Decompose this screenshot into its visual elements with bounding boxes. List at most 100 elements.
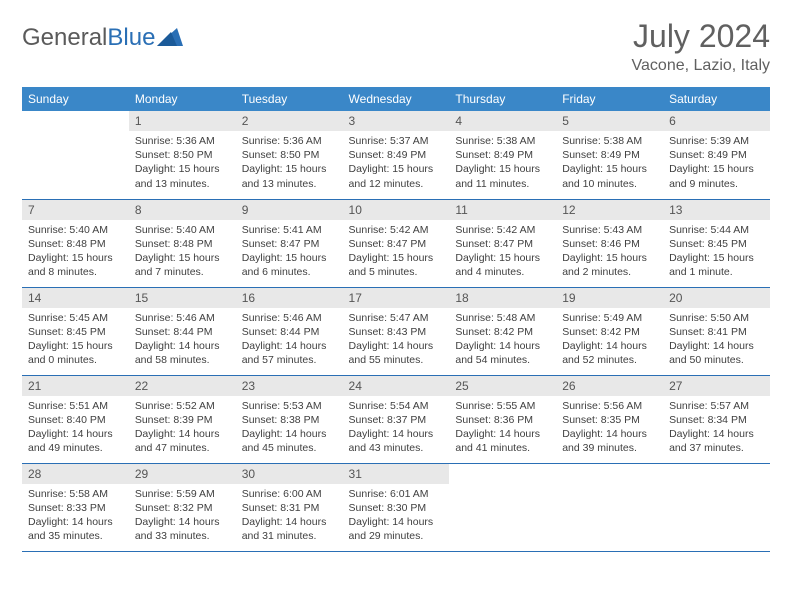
- sunrise-text: Sunrise: 5:39 AM: [669, 134, 764, 148]
- day-number: 26: [556, 376, 663, 396]
- calendar-day-cell: [449, 463, 556, 551]
- daylight-text-1: Daylight: 15 hours: [669, 251, 764, 265]
- sunrise-text: Sunrise: 5:42 AM: [455, 223, 550, 237]
- daylight-text-1: Daylight: 15 hours: [562, 251, 657, 265]
- sunset-text: Sunset: 8:41 PM: [669, 325, 764, 339]
- sunset-text: Sunset: 8:47 PM: [455, 237, 550, 251]
- day-number: 11: [449, 200, 556, 220]
- daylight-text-1: Daylight: 14 hours: [28, 515, 123, 529]
- day-number: 22: [129, 376, 236, 396]
- sunset-text: Sunset: 8:48 PM: [135, 237, 230, 251]
- day-info: Sunrise: 5:51 AMSunset: 8:40 PMDaylight:…: [22, 396, 129, 460]
- day-number: 7: [22, 200, 129, 220]
- daylight-text-1: Daylight: 14 hours: [349, 515, 444, 529]
- sunrise-text: Sunrise: 5:40 AM: [135, 223, 230, 237]
- calendar-day-cell: 24Sunrise: 5:54 AMSunset: 8:37 PMDayligh…: [343, 375, 450, 463]
- day-info: Sunrise: 5:38 AMSunset: 8:49 PMDaylight:…: [556, 131, 663, 195]
- daylight-text-1: Daylight: 15 hours: [349, 162, 444, 176]
- day-info: Sunrise: 5:45 AMSunset: 8:45 PMDaylight:…: [22, 308, 129, 372]
- day-info: Sunrise: 5:38 AMSunset: 8:49 PMDaylight:…: [449, 131, 556, 195]
- sunrise-text: Sunrise: 5:51 AM: [28, 399, 123, 413]
- day-number: 9: [236, 200, 343, 220]
- day-number: 13: [663, 200, 770, 220]
- day-number: 5: [556, 111, 663, 131]
- calendar-day-cell: 17Sunrise: 5:47 AMSunset: 8:43 PMDayligh…: [343, 287, 450, 375]
- daylight-text-2: and 57 minutes.: [242, 353, 337, 367]
- calendar-day-cell: 10Sunrise: 5:42 AMSunset: 8:47 PMDayligh…: [343, 199, 450, 287]
- sunset-text: Sunset: 8:35 PM: [562, 413, 657, 427]
- logo: GeneralBlue: [22, 24, 183, 52]
- daylight-text-2: and 0 minutes.: [28, 353, 123, 367]
- day-info: Sunrise: 5:58 AMSunset: 8:33 PMDaylight:…: [22, 484, 129, 548]
- daylight-text-1: Daylight: 14 hours: [455, 339, 550, 353]
- sunset-text: Sunset: 8:33 PM: [28, 501, 123, 515]
- sunrise-text: Sunrise: 5:46 AM: [242, 311, 337, 325]
- day-info: Sunrise: 5:47 AMSunset: 8:43 PMDaylight:…: [343, 308, 450, 372]
- day-info: Sunrise: 5:43 AMSunset: 8:46 PMDaylight:…: [556, 220, 663, 284]
- daylight-text-1: Daylight: 14 hours: [562, 339, 657, 353]
- sunrise-text: Sunrise: 5:37 AM: [349, 134, 444, 148]
- sunrise-text: Sunrise: 5:54 AM: [349, 399, 444, 413]
- calendar-day-cell: 30Sunrise: 6:00 AMSunset: 8:31 PMDayligh…: [236, 463, 343, 551]
- calendar-week-row: 14Sunrise: 5:45 AMSunset: 8:45 PMDayligh…: [22, 287, 770, 375]
- sunset-text: Sunset: 8:49 PM: [349, 148, 444, 162]
- day-number: 6: [663, 111, 770, 131]
- daylight-text-1: Daylight: 14 hours: [562, 427, 657, 441]
- sunset-text: Sunset: 8:47 PM: [349, 237, 444, 251]
- month-title: July 2024: [632, 18, 770, 55]
- daylight-text-1: Daylight: 14 hours: [242, 427, 337, 441]
- day-number: 29: [129, 464, 236, 484]
- daylight-text-1: Daylight: 15 hours: [349, 251, 444, 265]
- logo-triangle-icon: [157, 26, 183, 51]
- calendar-day-cell: 26Sunrise: 5:56 AMSunset: 8:35 PMDayligh…: [556, 375, 663, 463]
- daylight-text-2: and 31 minutes.: [242, 529, 337, 543]
- calendar-day-cell: 25Sunrise: 5:55 AMSunset: 8:36 PMDayligh…: [449, 375, 556, 463]
- weekday-header: Sunday: [22, 87, 129, 111]
- day-number: 18: [449, 288, 556, 308]
- sunset-text: Sunset: 8:49 PM: [562, 148, 657, 162]
- daylight-text-2: and 1 minute.: [669, 265, 764, 279]
- day-info: Sunrise: 6:00 AMSunset: 8:31 PMDaylight:…: [236, 484, 343, 548]
- day-number: 12: [556, 200, 663, 220]
- location: Vacone, Lazio, Italy: [632, 57, 770, 75]
- sunset-text: Sunset: 8:30 PM: [349, 501, 444, 515]
- calendar-day-cell: 27Sunrise: 5:57 AMSunset: 8:34 PMDayligh…: [663, 375, 770, 463]
- calendar-day-cell: 5Sunrise: 5:38 AMSunset: 8:49 PMDaylight…: [556, 111, 663, 199]
- day-number: 14: [22, 288, 129, 308]
- daylight-text-2: and 58 minutes.: [135, 353, 230, 367]
- calendar-day-cell: [22, 111, 129, 199]
- weekday-header: Wednesday: [343, 87, 450, 111]
- day-number: 15: [129, 288, 236, 308]
- calendar-week-row: 1Sunrise: 5:36 AMSunset: 8:50 PMDaylight…: [22, 111, 770, 199]
- sunset-text: Sunset: 8:36 PM: [455, 413, 550, 427]
- day-info: Sunrise: 5:59 AMSunset: 8:32 PMDaylight:…: [129, 484, 236, 548]
- daylight-text-1: Daylight: 15 hours: [135, 251, 230, 265]
- calendar-week-row: 7Sunrise: 5:40 AMSunset: 8:48 PMDaylight…: [22, 199, 770, 287]
- sunset-text: Sunset: 8:40 PM: [28, 413, 123, 427]
- daylight-text-1: Daylight: 15 hours: [242, 162, 337, 176]
- sunrise-text: Sunrise: 5:38 AM: [455, 134, 550, 148]
- calendar-table: Sunday Monday Tuesday Wednesday Thursday…: [22, 87, 770, 552]
- day-number: 20: [663, 288, 770, 308]
- daylight-text-1: Daylight: 14 hours: [135, 339, 230, 353]
- sunset-text: Sunset: 8:48 PM: [28, 237, 123, 251]
- day-info: Sunrise: 5:42 AMSunset: 8:47 PMDaylight:…: [343, 220, 450, 284]
- daylight-text-2: and 33 minutes.: [135, 529, 230, 543]
- sunset-text: Sunset: 8:38 PM: [242, 413, 337, 427]
- daylight-text-1: Daylight: 15 hours: [455, 162, 550, 176]
- daylight-text-2: and 29 minutes.: [349, 529, 444, 543]
- sunrise-text: Sunrise: 5:45 AM: [28, 311, 123, 325]
- day-number: 24: [343, 376, 450, 396]
- weekday-header-row: Sunday Monday Tuesday Wednesday Thursday…: [22, 87, 770, 111]
- calendar-day-cell: 12Sunrise: 5:43 AMSunset: 8:46 PMDayligh…: [556, 199, 663, 287]
- sunrise-text: Sunrise: 5:57 AM: [669, 399, 764, 413]
- sunset-text: Sunset: 8:45 PM: [669, 237, 764, 251]
- daylight-text-1: Daylight: 14 hours: [135, 515, 230, 529]
- sunrise-text: Sunrise: 5:55 AM: [455, 399, 550, 413]
- day-info: Sunrise: 5:52 AMSunset: 8:39 PMDaylight:…: [129, 396, 236, 460]
- calendar-day-cell: 19Sunrise: 5:49 AMSunset: 8:42 PMDayligh…: [556, 287, 663, 375]
- day-info: Sunrise: 5:42 AMSunset: 8:47 PMDaylight:…: [449, 220, 556, 284]
- sunrise-text: Sunrise: 5:40 AM: [28, 223, 123, 237]
- day-info: Sunrise: 5:41 AMSunset: 8:47 PMDaylight:…: [236, 220, 343, 284]
- sunrise-text: Sunrise: 5:52 AM: [135, 399, 230, 413]
